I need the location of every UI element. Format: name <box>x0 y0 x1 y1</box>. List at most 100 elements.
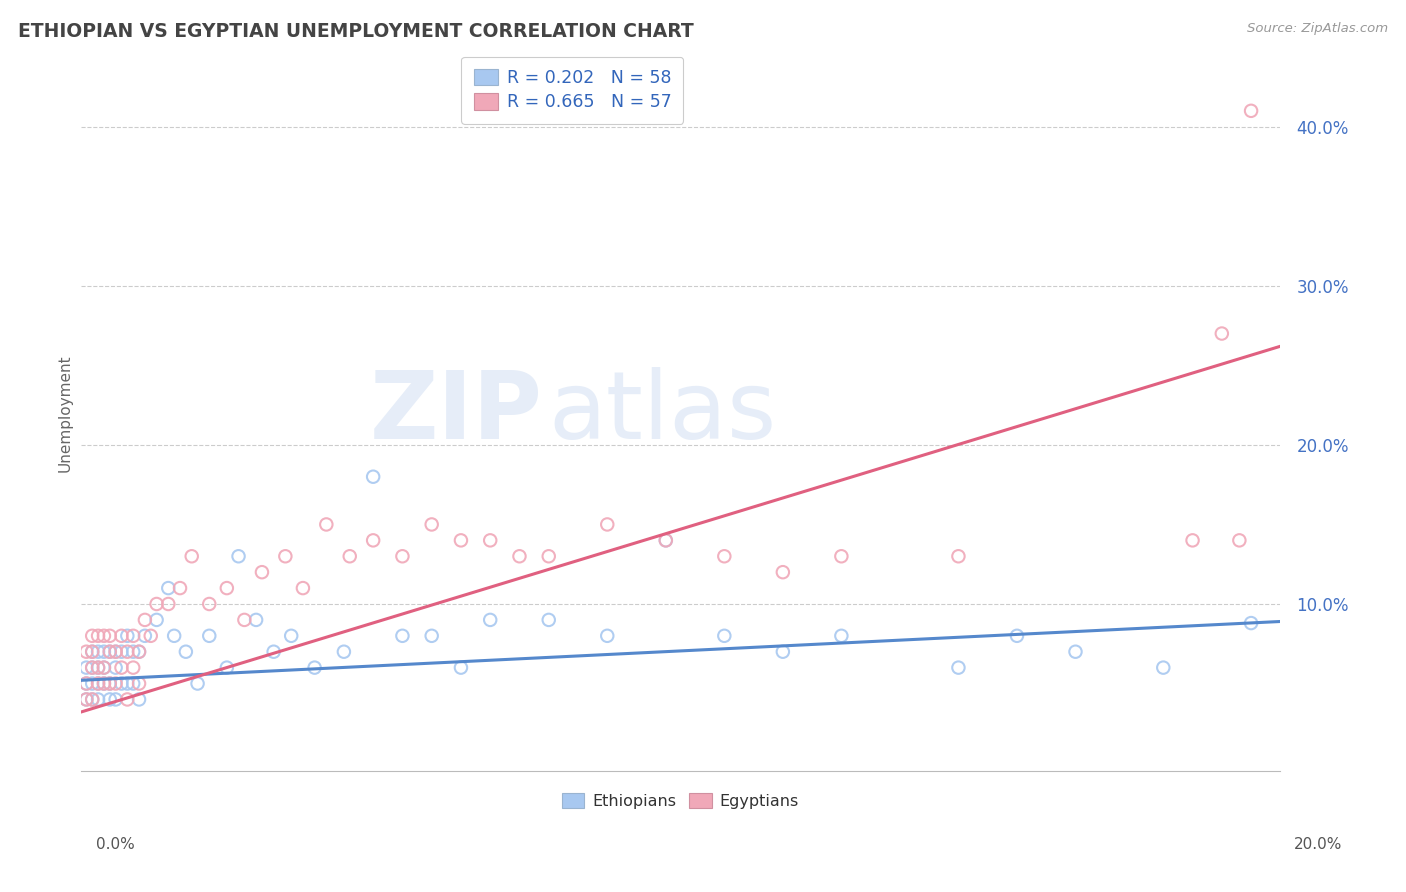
Point <box>98 676 121 690</box>
Point <box>772 645 794 659</box>
Point <box>250 565 273 579</box>
Point <box>128 692 150 706</box>
Point <box>479 613 502 627</box>
Point <box>948 660 970 674</box>
Point <box>110 645 132 659</box>
Point <box>98 692 121 706</box>
Point <box>280 629 302 643</box>
Point <box>198 629 221 643</box>
Point <box>87 692 110 706</box>
Point <box>104 645 127 659</box>
Point <box>122 660 145 674</box>
Point <box>75 676 97 690</box>
Point <box>596 629 619 643</box>
Point <box>537 549 560 564</box>
Text: ZIP: ZIP <box>370 368 543 459</box>
Point <box>215 660 238 674</box>
Point <box>830 629 852 643</box>
Point <box>117 676 139 690</box>
Point <box>713 629 735 643</box>
Text: 20.0%: 20.0% <box>1295 838 1343 852</box>
Point <box>339 549 361 564</box>
Point <box>82 692 104 706</box>
Point <box>82 645 104 659</box>
Point <box>215 581 238 595</box>
Point <box>117 692 139 706</box>
Point <box>110 676 132 690</box>
Point <box>1211 326 1233 341</box>
Point <box>145 597 167 611</box>
Point <box>1181 533 1204 548</box>
Point <box>75 645 97 659</box>
Point <box>82 629 104 643</box>
Point <box>361 469 384 483</box>
Point <box>134 629 156 643</box>
Point <box>361 533 384 548</box>
Text: ETHIOPIAN VS EGYPTIAN UNEMPLOYMENT CORRELATION CHART: ETHIOPIAN VS EGYPTIAN UNEMPLOYMENT CORRE… <box>18 22 695 41</box>
Point <box>1227 533 1250 548</box>
Point <box>333 645 356 659</box>
Point <box>128 645 150 659</box>
Point <box>98 629 121 643</box>
Point <box>104 660 127 674</box>
Point <box>75 692 97 706</box>
Point <box>75 692 97 706</box>
Point <box>772 565 794 579</box>
Point <box>420 629 443 643</box>
Point <box>93 645 115 659</box>
Point <box>157 597 180 611</box>
Point <box>93 676 115 690</box>
Point <box>713 549 735 564</box>
Point <box>82 676 104 690</box>
Point <box>1240 616 1263 631</box>
Point <box>508 549 530 564</box>
Point <box>157 581 180 595</box>
Point <box>98 645 121 659</box>
Point <box>391 549 413 564</box>
Point <box>122 676 145 690</box>
Point <box>128 676 150 690</box>
Point <box>1005 629 1028 643</box>
Point <box>93 660 115 674</box>
Point <box>117 645 139 659</box>
Point <box>87 645 110 659</box>
Point <box>117 629 139 643</box>
Point <box>98 676 121 690</box>
Point <box>110 660 132 674</box>
Point <box>134 613 156 627</box>
Point <box>87 660 110 674</box>
Point <box>122 645 145 659</box>
Point <box>187 676 209 690</box>
Point <box>87 676 110 690</box>
Point <box>291 581 314 595</box>
Text: 0.0%: 0.0% <box>96 838 135 852</box>
Point <box>420 517 443 532</box>
Point <box>1064 645 1087 659</box>
Point <box>479 533 502 548</box>
Point <box>169 581 191 595</box>
Text: atlas: atlas <box>548 368 776 459</box>
Point <box>145 613 167 627</box>
Point <box>87 660 110 674</box>
Point <box>139 629 162 643</box>
Point <box>391 629 413 643</box>
Y-axis label: Unemployment: Unemployment <box>58 354 72 472</box>
Point <box>1152 660 1174 674</box>
Point <box>948 549 970 564</box>
Point <box>537 613 560 627</box>
Point <box>830 549 852 564</box>
Point <box>104 645 127 659</box>
Point <box>1240 103 1263 118</box>
Point <box>75 676 97 690</box>
Point <box>655 533 678 548</box>
Point <box>233 613 256 627</box>
Point <box>180 549 202 564</box>
Point <box>82 660 104 674</box>
Point <box>110 629 132 643</box>
Point <box>75 660 97 674</box>
Point <box>87 676 110 690</box>
Point <box>596 517 619 532</box>
Point <box>304 660 326 674</box>
Point <box>450 660 472 674</box>
Point <box>93 660 115 674</box>
